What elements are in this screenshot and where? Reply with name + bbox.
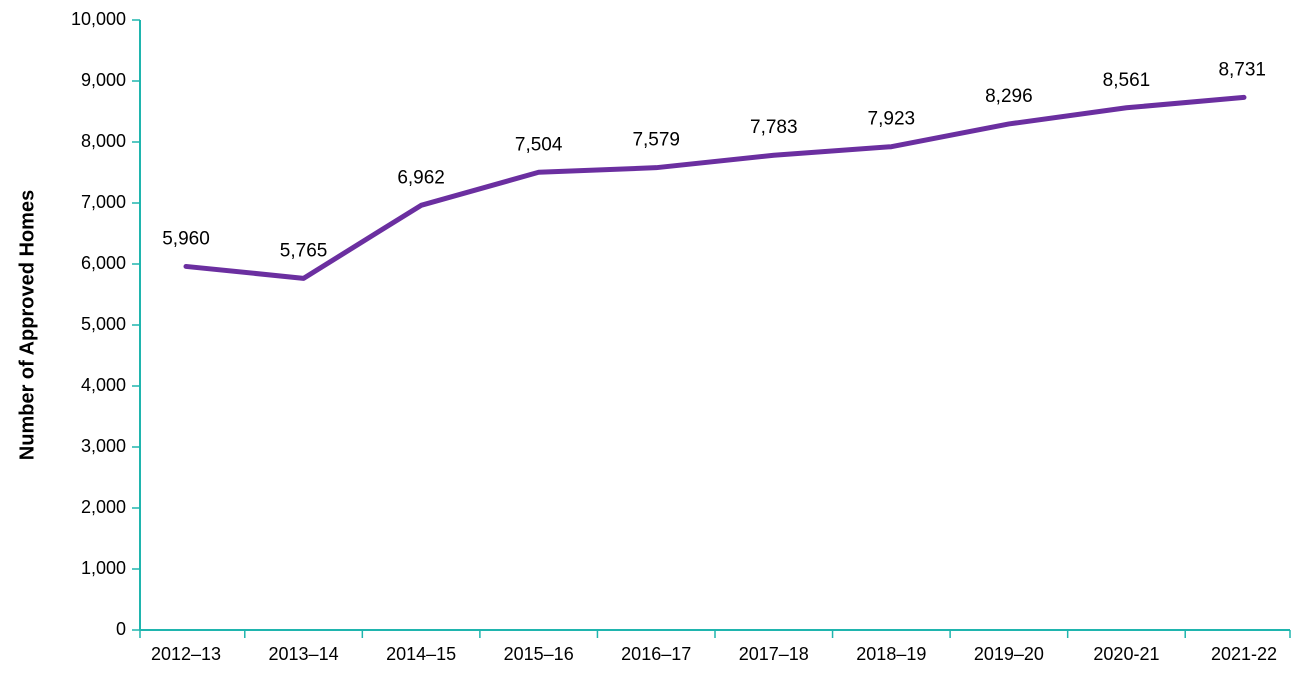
data-label: 7,579 (632, 130, 680, 151)
y-tick-label: 8,000 (81, 131, 126, 151)
y-tick-label: 2,000 (81, 497, 126, 517)
y-tick-label: 5,000 (81, 314, 126, 334)
data-label: 8,296 (985, 86, 1033, 107)
y-tick-label: 7,000 (81, 192, 126, 212)
y-axis-title: Number of Approved Homes (17, 190, 40, 460)
y-tick-label: 3,000 (81, 436, 126, 456)
x-tick-label: 2017–18 (739, 644, 809, 664)
y-tick-label: 9,000 (81, 70, 126, 90)
data-label: 8,561 (1103, 70, 1151, 91)
approved-homes-line-chart: Number of Approved Homes 0 1,000 2,000 3,00… (0, 0, 1300, 681)
data-label: 8,731 (1218, 59, 1266, 80)
y-tick-label: 0 (116, 619, 126, 639)
x-tick-label: 2015–16 (504, 644, 574, 664)
x-tick-label: 2012–13 (151, 644, 221, 664)
data-label: 5,960 (162, 228, 210, 249)
x-tick-label: 2020-21 (1093, 644, 1159, 664)
data-label: 7,504 (515, 134, 563, 155)
x-tick-label: 2021-22 (1211, 644, 1277, 664)
x-tick-label: 2013–14 (269, 644, 339, 664)
chart-svg: 0 1,000 2,000 3,000 4,000 5,000 6,000 7,000 8,00… (0, 0, 1300, 681)
y-tick-label: 1,000 (81, 558, 126, 578)
y-tick-label: 4,000 (81, 375, 126, 395)
data-label: 6,962 (397, 167, 445, 188)
y-tick-label: 6,000 (81, 253, 126, 273)
x-tick-label: 2019–20 (974, 644, 1044, 664)
data-label: 7,923 (868, 109, 916, 130)
data-label: 5,765 (280, 240, 328, 261)
x-tick-label: 2018–19 (856, 644, 926, 664)
data-label: 7,783 (750, 117, 798, 138)
x-tick-label: 2016–17 (621, 644, 691, 664)
y-tick-label: 10,000 (71, 9, 126, 29)
x-tick-label: 2014–15 (386, 644, 456, 664)
